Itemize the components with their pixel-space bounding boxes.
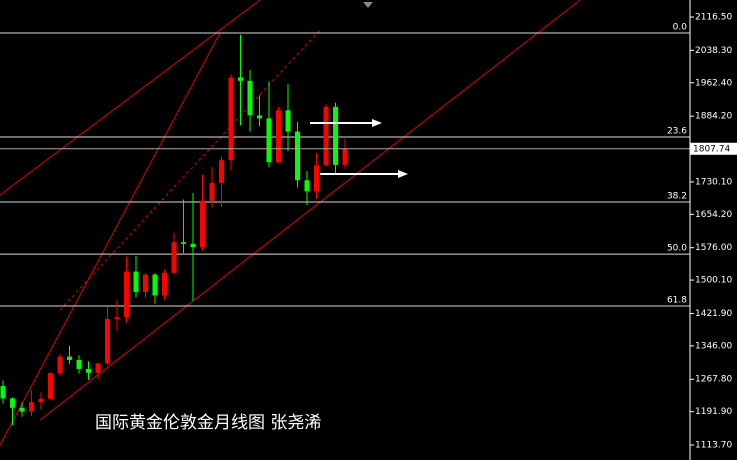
y-tick-label: 1500.10	[695, 276, 732, 286]
candle-body	[10, 398, 15, 408]
channel-line	[39, 0, 581, 421]
channel-line	[59, 29, 321, 311]
y-tick-label: 2038.30	[695, 46, 732, 56]
fib-label: 38.2	[667, 192, 687, 202]
candle-body	[19, 407, 25, 412]
marker	[363, 2, 373, 8]
candle-body	[257, 115, 262, 119]
y-tick-label: 1576.00	[695, 243, 732, 253]
candle-body	[200, 200, 205, 248]
candle-body	[95, 363, 101, 373]
candle-body	[162, 272, 167, 296]
fib-label: 61.8	[667, 295, 687, 305]
y-tick-label: 2116.50	[695, 12, 732, 22]
candle-body	[295, 131, 300, 181]
candle-body	[124, 271, 129, 318]
y-tick-label: 1730.10	[695, 177, 732, 187]
arrow-head	[372, 119, 382, 127]
candle-body	[143, 274, 148, 293]
price-box	[690, 142, 737, 155]
fib-label: 0.0	[673, 22, 688, 32]
y-tick-label: 1113.70	[695, 441, 732, 451]
candle-body	[285, 110, 291, 132]
candle-body	[38, 398, 44, 403]
price-label: 1807.74	[693, 144, 730, 154]
channel-line	[0, 32, 221, 446]
arrow-head	[398, 170, 408, 178]
candle-body	[247, 80, 253, 116]
candle-body	[304, 180, 310, 192]
candle-body	[48, 373, 53, 399]
candle-body	[266, 118, 272, 163]
candle-body	[171, 242, 177, 273]
candle-body	[238, 77, 243, 81]
y-tick-label: 1421.90	[695, 309, 732, 319]
candle-body	[342, 148, 348, 165]
y-tick-label: 1267.80	[695, 375, 732, 385]
y-tick-label: 1884.20	[695, 112, 732, 122]
candle-body	[276, 110, 281, 163]
candle-body	[181, 242, 186, 244]
candle-body	[133, 271, 139, 293]
y-tick-label: 1191.90	[695, 407, 732, 417]
y-tick-label: 1346.00	[695, 341, 732, 351]
candle-body	[333, 106, 338, 165]
candle-body	[190, 243, 196, 248]
candle-body	[323, 106, 329, 166]
y-tick-label: 1654.20	[695, 210, 732, 220]
fib-label: 50.0	[667, 244, 687, 254]
candle-body	[76, 359, 82, 369]
fib-label: 23.6	[667, 127, 687, 137]
y-tick-label: 1962.40	[695, 78, 732, 88]
candle-body	[114, 317, 120, 319]
candle-body	[219, 160, 224, 183]
candle-body	[314, 165, 319, 192]
candle-body	[57, 356, 63, 374]
candle-body	[67, 356, 72, 360]
candle-body	[0, 385, 6, 399]
candle-body	[29, 402, 34, 412]
chart-title: 国际黄金伦敦金月线图 张尧浠	[95, 413, 321, 433]
candle-body	[86, 368, 91, 373]
plot	[0, 32, 690, 426]
candle-body	[228, 77, 234, 161]
candle-body	[152, 274, 158, 296]
candle-body	[209, 182, 215, 201]
candle-body	[105, 318, 110, 364]
